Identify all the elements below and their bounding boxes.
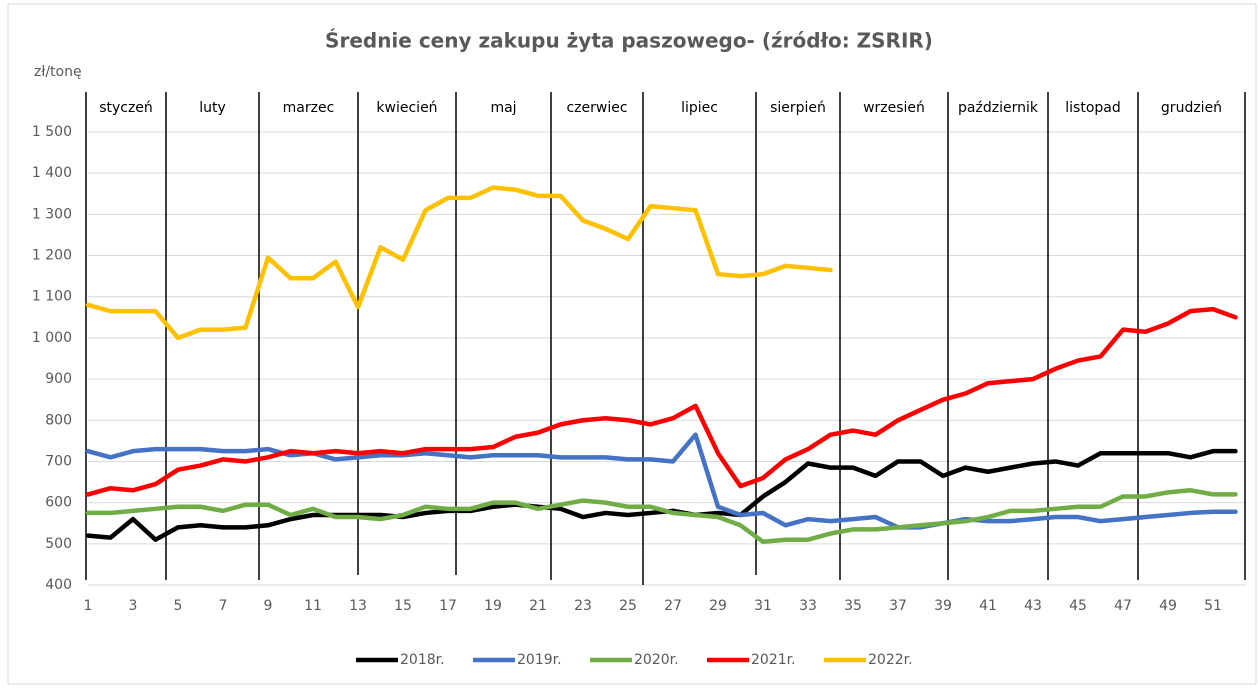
month-label: czerwiec [566, 100, 627, 116]
x-tick-label: 31 [754, 598, 772, 614]
y-axis-label: zł/tonę [34, 64, 82, 80]
x-tick-label: 47 [1114, 598, 1132, 614]
x-tick-label: 23 [574, 598, 592, 614]
x-tick-label: 39 [934, 598, 952, 614]
x-tick-label: 1 [84, 598, 93, 614]
month-label: sierpień [770, 100, 826, 116]
series-line [85, 185, 833, 341]
y-tick-label: 500 [45, 536, 72, 552]
month-label: listopad [1065, 100, 1120, 116]
series-line [85, 306, 1238, 497]
x-tick-label: 17 [439, 598, 457, 614]
x-tick-label: 13 [349, 598, 367, 614]
x-tick-label: 33 [799, 598, 817, 614]
x-tick-label: 15 [394, 598, 412, 614]
x-tick-label: 11 [304, 598, 322, 614]
legend-label: 2020r. [634, 652, 679, 668]
series-line [85, 488, 1238, 545]
x-tick-label: 7 [219, 598, 228, 614]
x-tick-label: 49 [1159, 598, 1177, 614]
x-tick-label: 19 [484, 598, 502, 614]
month-label: kwiecień [376, 100, 437, 116]
month-label: marzec [283, 100, 335, 116]
y-tick-label: 400 [45, 577, 72, 593]
x-tick-label: 37 [889, 598, 907, 614]
y-tick-label: 1 300 [32, 206, 72, 222]
y-tick-label: 700 [45, 453, 72, 469]
chart-title: Średnie ceny zakupu żyta paszowego- (źró… [325, 29, 933, 53]
legend-label: 2019r. [517, 652, 562, 668]
y-tick-label: 1 500 [32, 124, 72, 140]
x-tick-label: 27 [664, 598, 682, 614]
legend-label: 2018r. [400, 652, 445, 668]
y-tick-label: 1 200 [32, 248, 72, 264]
x-tick-label: 25 [619, 598, 637, 614]
legend-label: 2021r. [751, 652, 796, 668]
y-tick-label: 600 [45, 495, 72, 511]
month-label: październik [958, 100, 1039, 116]
month-label: styczeń [99, 100, 153, 116]
x-tick-label: 3 [129, 598, 138, 614]
month-label: luty [199, 100, 226, 116]
y-tick-label: 1 400 [32, 165, 72, 181]
y-tick-label: 1 100 [32, 289, 72, 305]
y-tick-label: 900 [45, 371, 72, 387]
x-tick-label: 9 [264, 598, 273, 614]
x-tick-label: 21 [529, 598, 547, 614]
month-label: grudzień [1161, 100, 1222, 116]
month-label: lipiec [681, 100, 718, 116]
legend-label: 2022r. [868, 652, 913, 668]
y-tick-label: 800 [45, 412, 72, 428]
month-label: wrzesień [863, 100, 925, 116]
x-tick-label: 43 [1024, 598, 1042, 614]
x-tick-label: 45 [1069, 598, 1087, 614]
y-tick-label: 1 000 [32, 330, 72, 346]
x-tick-label: 35 [844, 598, 862, 614]
x-tick-label: 29 [709, 598, 727, 614]
x-tick-label: 5 [174, 598, 183, 614]
x-tick-label: 41 [979, 598, 997, 614]
month-label: maj [490, 100, 516, 116]
x-tick-label: 51 [1204, 598, 1222, 614]
